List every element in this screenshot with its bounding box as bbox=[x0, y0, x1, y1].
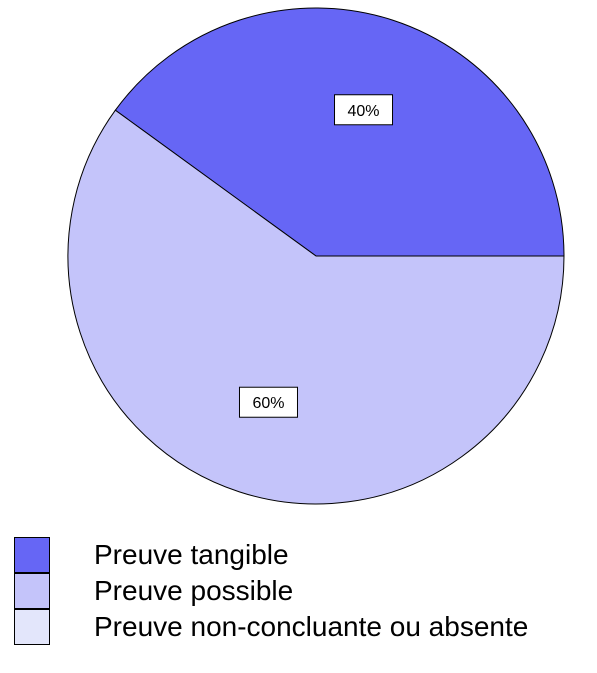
legend-swatch-preuve-tangible bbox=[14, 536, 50, 573]
legend-label-preuve-non-concluante: Preuve non-concluante ou absente bbox=[94, 611, 529, 642]
legend-label-preuve-possible: Preuve possible bbox=[94, 575, 294, 606]
data-label-box-preuve-possible bbox=[238, 386, 298, 418]
pie-slice-preuve-tangible bbox=[114, 7, 565, 257]
legend-item-preuve-non-concluante: Preuve non-concluante ou absente bbox=[14, 608, 529, 645]
legend-label-preuve-tangible: Preuve tangible bbox=[94, 539, 289, 570]
data-label-text-preuve-tangible: 40% bbox=[347, 103, 379, 120]
legend-swatch-preuve-possible bbox=[14, 572, 50, 609]
pie-slice-preuve-possible bbox=[67, 109, 565, 505]
pie-chart: 40% 60% bbox=[67, 7, 565, 505]
legend-swatch-preuve-non-concluante bbox=[14, 608, 50, 645]
data-label-preuve-possible: 60% bbox=[238, 386, 298, 418]
legend: Preuve tangible Preuve possible Preuve n… bbox=[14, 536, 529, 645]
legend-item-preuve-tangible: Preuve tangible bbox=[14, 536, 528, 573]
data-label-box-preuve-tangible bbox=[334, 94, 394, 126]
pie-data-labels: 40% 60% bbox=[238, 94, 394, 418]
data-label-text-preuve-possible: 60% bbox=[252, 395, 284, 412]
data-label-preuve-tangible: 40% bbox=[334, 94, 394, 126]
pie-slices bbox=[67, 7, 565, 505]
legend-item-preuve-possible: Preuve possible bbox=[14, 572, 528, 609]
